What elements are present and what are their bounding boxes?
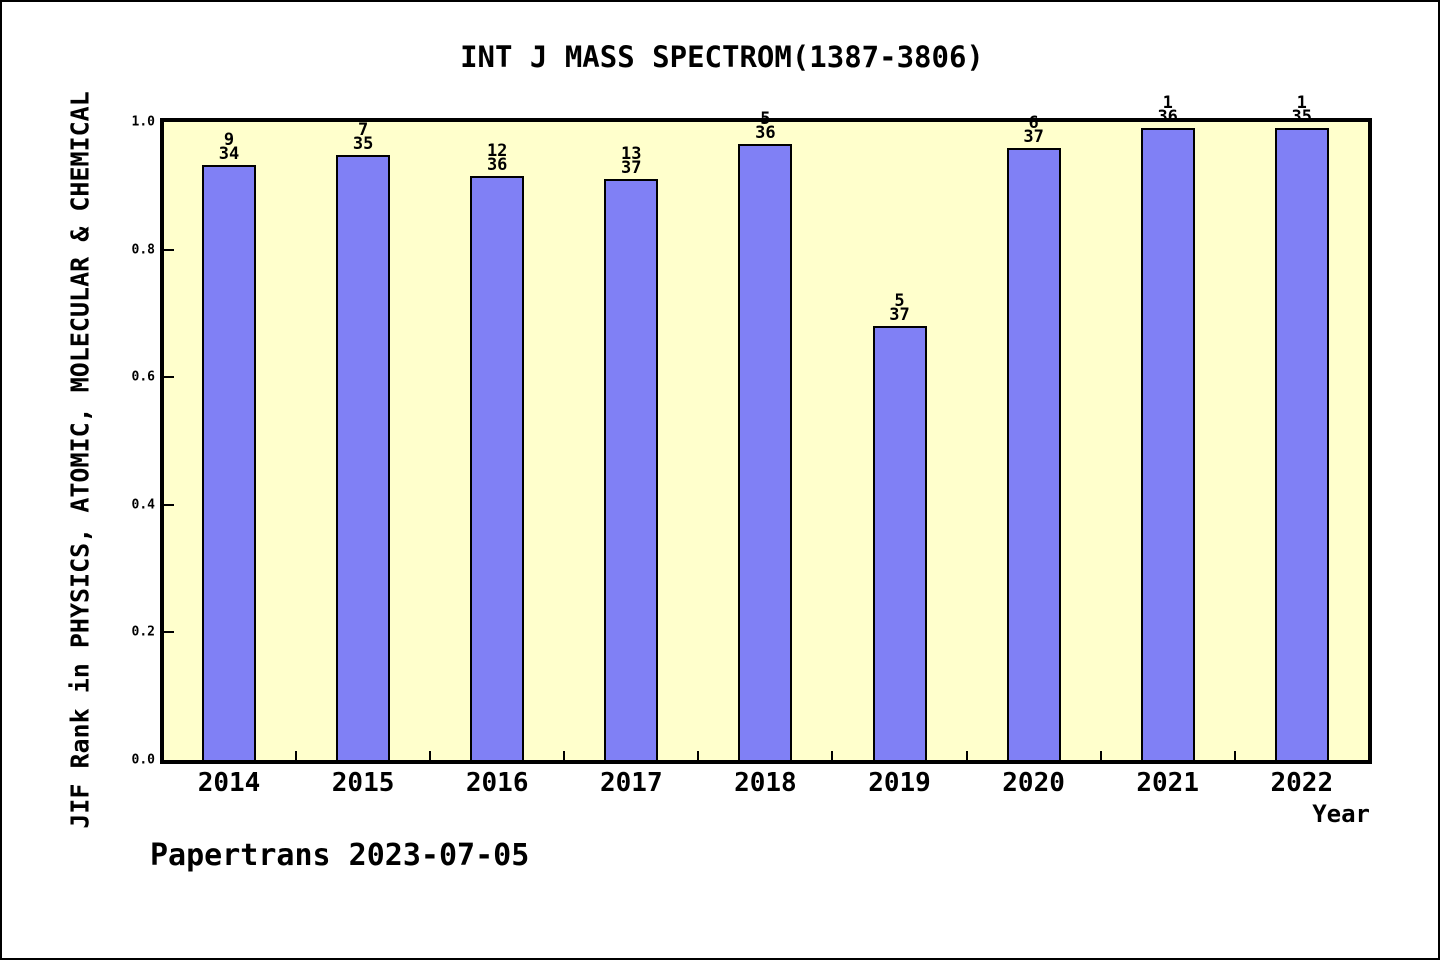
bar-2018	[738, 143, 793, 760]
x-axis-minor-tick	[1099, 751, 1102, 760]
bar-rank-value: 1	[1162, 93, 1173, 114]
y-axis-label: JIF Rank in PHYSICS, ATOMIC, MOLECULAR &…	[65, 91, 95, 829]
y-tick-label: 0.8	[131, 242, 155, 258]
bar-total-value: 34	[218, 143, 240, 164]
bar-2020	[1006, 147, 1061, 760]
bar-label-2022: 1 35	[1262, 93, 1342, 128]
bar-total-value: 36	[755, 122, 776, 143]
y-tick-label: 0.2	[131, 624, 155, 640]
bar-label-2017: 13 37	[591, 144, 671, 179]
bar-total-value: 36	[486, 154, 508, 175]
x-axis-minor-tick	[563, 751, 566, 760]
y-axis-tick	[164, 376, 174, 379]
bar-rank-value: 9	[223, 129, 235, 150]
bar-total-value: 35	[1291, 107, 1313, 128]
bar-label-2018: 5 36	[725, 108, 805, 143]
bar-rank-value: 5	[894, 291, 905, 312]
bar-label-2016: 12 36	[457, 140, 537, 175]
bar-label-2020: 6 37	[994, 112, 1074, 147]
bar-rank-value: 1	[1296, 93, 1307, 114]
bar-2021	[1140, 128, 1195, 760]
bar-total-value: 37	[621, 158, 642, 179]
plot-area: 9 34 7 35 12 36 13 37 5 36 5 37 6 37 1 36 1 35	[160, 95, 1372, 764]
x-axis-minor-tick	[965, 751, 968, 760]
chart-title: INT J MASS SPECTROM(1387-3806)	[460, 40, 984, 74]
bar-rank-value: 6	[1028, 112, 1039, 133]
x-tick-label-2022: 2022	[1270, 768, 1334, 798]
bar-2016	[470, 175, 525, 760]
x-tick-label-2015: 2015	[331, 768, 395, 798]
watermark-text: Papertrans 2023-07-05	[150, 838, 530, 873]
x-tick-label-2020: 2020	[1002, 768, 1065, 798]
bar-label-2019: 5 37	[860, 291, 940, 326]
x-axis-minor-tick	[831, 751, 834, 760]
x-axis-minor-tick	[697, 751, 700, 760]
y-tick-label: 0.6	[131, 369, 155, 385]
x-tick-label-2017: 2017	[599, 768, 663, 798]
x-tick-label-2014: 2014	[197, 768, 261, 798]
bar-2022	[1274, 128, 1329, 760]
bar-rank-value: 7	[357, 119, 369, 140]
bar-total-value: 37	[1023, 126, 1044, 147]
y-axis-tick	[164, 631, 174, 634]
y-tick-label: 0.0	[131, 752, 155, 768]
bar-total-value: 35	[352, 133, 374, 154]
bar-2015	[336, 154, 391, 760]
x-axis-minor-tick	[1233, 751, 1236, 760]
bar-total-value: 37	[889, 305, 910, 326]
y-axis-tick	[164, 503, 174, 506]
bar-2017	[604, 179, 659, 760]
bar-2014	[202, 164, 256, 760]
bar-2019	[872, 326, 927, 760]
bar-label-2014: 9 34	[189, 129, 269, 164]
x-axis-minor-tick	[429, 751, 432, 760]
bar-total-value: 36	[1157, 107, 1178, 128]
x-tick-label-2016: 2016	[465, 768, 529, 798]
x-tick-label-2018: 2018	[734, 768, 797, 798]
x-tick-label-2021: 2021	[1136, 768, 1199, 798]
y-tick-label: 1.0	[131, 114, 155, 130]
bar-label-2015: 7 35	[323, 119, 403, 154]
y-tick-label: 0.4	[131, 497, 155, 513]
bar-label-2021: 1 36	[1128, 93, 1208, 128]
bar-rank-value: 12	[486, 140, 508, 161]
x-tick-label-2019: 2019	[868, 768, 931, 798]
bar-rank-value: 5	[760, 108, 771, 129]
x-axis-title: Year	[1312, 800, 1370, 828]
bar-rank-value: 13	[621, 144, 642, 165]
x-axis-minor-tick	[295, 751, 298, 760]
y-axis-tick	[164, 248, 174, 251]
